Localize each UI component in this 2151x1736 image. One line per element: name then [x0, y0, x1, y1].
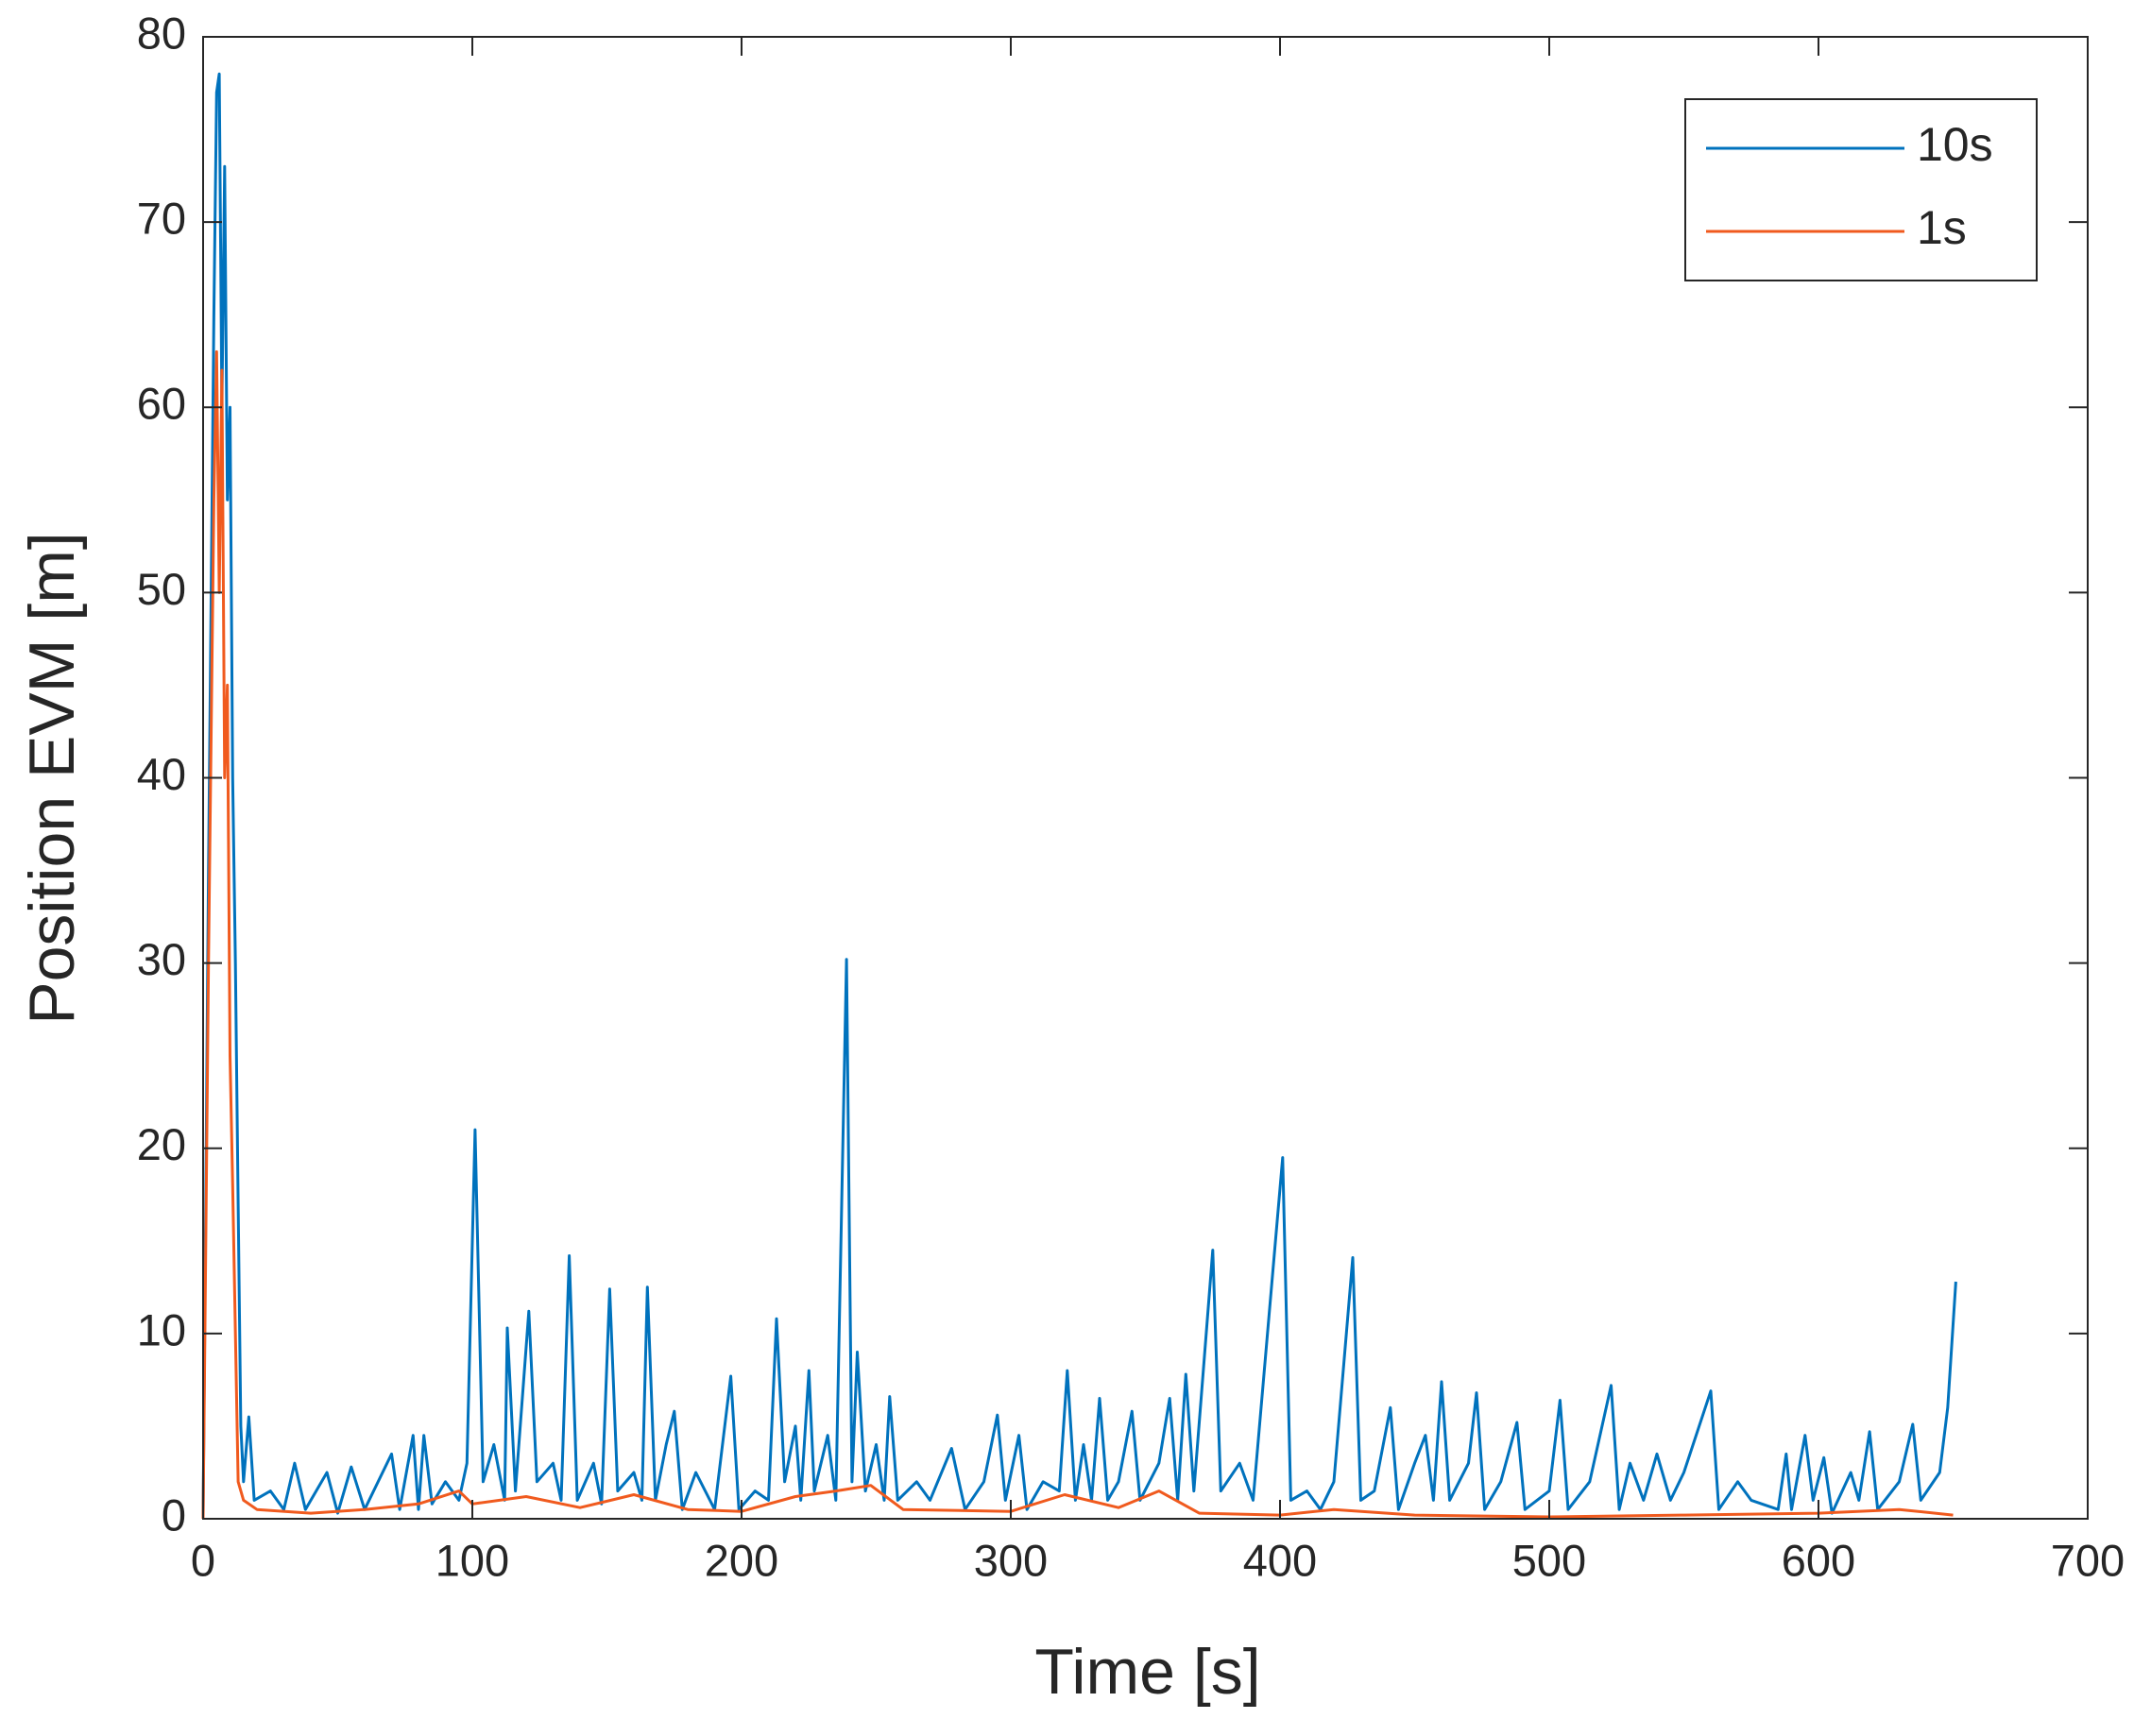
data-line	[201, 349, 1954, 1520]
x-tick-label: 0	[191, 1535, 215, 1585]
x-tick-label: 200	[705, 1535, 778, 1585]
x-tick-label: 600	[1782, 1535, 1855, 1585]
legend-box	[1684, 98, 2038, 281]
legend-label: 1s	[1917, 201, 1967, 254]
x-tick-label: 300	[974, 1535, 1048, 1585]
y-tick-label: 40	[137, 749, 186, 799]
x-tick-label: 500	[1512, 1535, 1586, 1585]
x-tick-label: 100	[435, 1535, 509, 1585]
data-line	[201, 72, 1957, 1520]
y-tick-label: 70	[137, 194, 186, 244]
legend-label: 10s	[1917, 118, 1993, 171]
y-tick-label: 20	[137, 1119, 186, 1169]
y-tick-label: 10	[137, 1304, 186, 1354]
y-tick-label: 50	[137, 564, 186, 614]
y-tick-label: 80	[137, 8, 186, 58]
y-tick-label: 0	[162, 1489, 186, 1540]
y-axis-label: Position EVM [m]	[16, 532, 88, 1025]
y-tick-label: 30	[137, 934, 186, 984]
y-tick-label: 60	[137, 379, 186, 429]
x-tick-label: 700	[2051, 1535, 2125, 1585]
x-tick-label: 400	[1243, 1535, 1317, 1585]
x-axis-label: Time [s]	[1034, 1636, 1260, 1708]
